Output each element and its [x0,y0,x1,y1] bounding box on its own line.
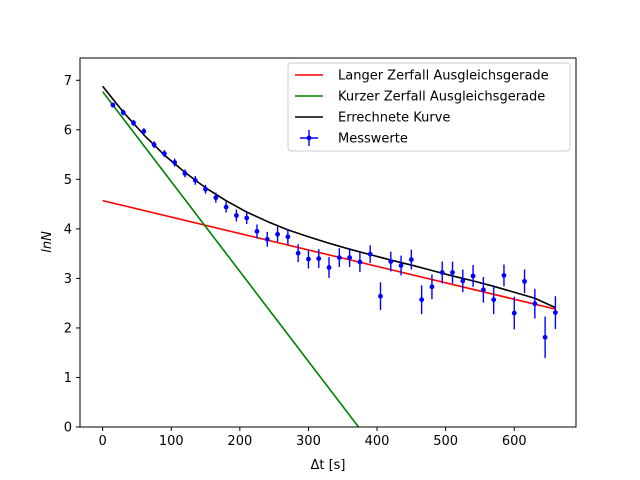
data-point [398,263,404,268]
y-tick-label: 1 [64,371,72,386]
y-tick-label: 2 [64,321,72,336]
data-point [244,215,250,221]
data-point [450,270,455,275]
x-tick-label: 200 [227,434,252,449]
data-point [161,151,167,156]
data-point [439,270,445,275]
data-point [275,231,280,237]
data-point [408,257,414,262]
series-1 [102,91,360,427]
data-point [429,284,435,290]
legend-entry: Messwerte [300,130,408,147]
x-tick-label: 300 [296,434,321,449]
data-point [511,310,517,316]
y-tick-label: 6 [64,123,72,138]
data-point [532,301,538,307]
data-point [192,177,198,183]
x-tick-label: 400 [365,434,390,449]
data-point [491,297,497,303]
data-point [378,293,383,299]
legend: Langer Zerfall Ausgleichsgerade Kurzer Ze… [287,62,571,152]
series-2 [102,85,556,309]
data-point [388,259,394,264]
series-0 [102,199,556,310]
y-tick-label: 0 [64,421,72,436]
data-point [326,265,332,270]
data-point [254,228,260,234]
data-point [306,256,311,262]
data-point [553,310,558,315]
y-tick-label: 4 [64,222,72,237]
legend-label: Langer Zerfall Ausgleichsgerade [338,69,549,84]
data-point [172,160,178,165]
data-point [223,204,229,210]
series-3 [110,102,558,359]
data-point [182,171,188,176]
axes-frame [79,57,577,428]
data-point [419,297,425,303]
x-tick-label: 0 [98,434,106,449]
legend-label: Messwerte [338,132,408,147]
data-point [110,102,116,108]
series-line [102,85,556,309]
legend-entry: Errechnete Kurve [295,111,450,126]
data-point [480,287,486,293]
legend-label: Kurzer Zerfall Ausgleichsgerade [338,90,545,105]
x-tick-label: 100 [159,434,184,449]
legend-swatch-marker [306,135,312,141]
y-tick-label: 3 [64,272,72,287]
data-point [316,256,322,261]
axes: 0 100 200 300 400 500 600 0 1 2 3 4 5 6 7 [64,57,577,449]
data-point [501,273,507,278]
data-point [522,278,527,284]
data-point [264,236,270,242]
plot-area [102,85,558,427]
y-tick-label: 7 [64,74,72,89]
x-axis-label: Δt [s] [310,458,345,473]
data-point [295,250,301,256]
y-tick-label: 5 [64,173,72,188]
data-point [460,278,466,284]
legend-entry: Kurzer Zerfall Ausgleichsgerade [295,90,545,105]
data-point [234,213,239,218]
legend-entry: Langer Zerfall Ausgleichsgerade [295,69,549,84]
data-point [542,334,548,340]
data-point [470,273,476,279]
data-point [357,259,363,265]
legend-box [287,62,571,152]
series-line [102,199,556,310]
x-tick-label: 500 [433,434,458,449]
legend-label: Errechnete Kurve [338,111,450,126]
data-point [336,255,342,261]
data-point [131,120,136,126]
data-point [285,234,291,240]
data-point [367,251,373,257]
data-point [151,142,157,148]
x-tick-label: 600 [502,434,527,449]
data-point [213,195,219,201]
data-point [203,186,208,192]
data-point [120,110,126,115]
data-point [347,255,353,261]
y-axis-label: lnN [40,231,55,253]
series-line [102,91,360,427]
data-point [141,128,147,134]
